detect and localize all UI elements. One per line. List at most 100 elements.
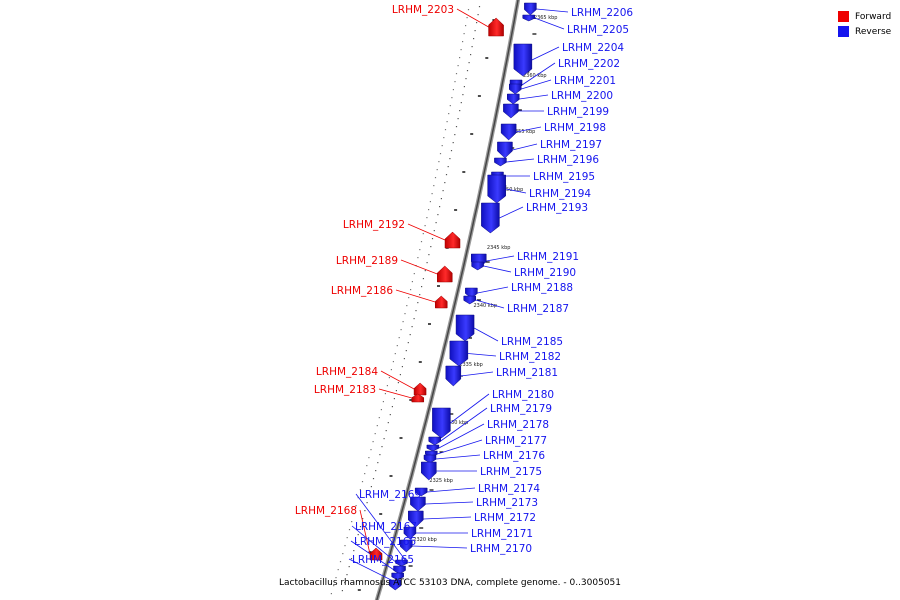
gene-label[interactable]: LRHM_2165 xyxy=(352,554,414,566)
gene-label[interactable]: LRHM_2171 xyxy=(471,528,533,540)
guide-dot xyxy=(337,569,339,571)
gene-lrhm-2192-arrow[interactable] xyxy=(444,231,461,249)
guide-dot xyxy=(404,313,406,315)
gene-leader-line xyxy=(483,265,512,273)
gene-label[interactable]: LRHM_2175 xyxy=(480,466,542,478)
gene-lrhm-2184-arrow[interactable] xyxy=(413,382,427,396)
gene-leader-line xyxy=(395,289,436,303)
gene-label[interactable]: LRHM_2187 xyxy=(507,303,569,315)
gene-lrhm-2185-arrow[interactable] xyxy=(455,314,475,342)
gene-lrhm-2181-arrow[interactable] xyxy=(445,365,462,387)
gene-label[interactable]: LRHM_2198 xyxy=(544,122,606,134)
gene-label[interactable]: LRHM_2168 xyxy=(295,505,357,517)
gene-lrhm-2171-arrow[interactable] xyxy=(403,526,417,540)
gene-label[interactable]: LRHM_2183 xyxy=(314,384,376,396)
gene-lrhm-2187-arrow[interactable] xyxy=(463,295,476,305)
gene-label[interactable]: LRHM_2173 xyxy=(476,497,538,509)
gene-lrhm-2186-arrow[interactable] xyxy=(434,295,448,309)
gene-lrhm-2178-arrow[interactable] xyxy=(426,444,440,452)
gene-leader-line xyxy=(531,46,560,61)
gene-label[interactable]: LRHM_2166 xyxy=(354,536,416,548)
gene-lrhm-2168-arrow[interactable] xyxy=(369,547,383,561)
gene-label[interactable]: LRHM_2169 xyxy=(359,489,421,501)
gene-lrhm-2198-arrow[interactable] xyxy=(500,123,517,141)
gene-label[interactable]: LRHM_2177 xyxy=(485,435,547,447)
gene-label[interactable]: LRHM_2206 xyxy=(571,7,633,19)
gene-lrhm-2204-arrow[interactable] xyxy=(513,43,533,77)
gene-label[interactable]: LRHM_2174 xyxy=(478,483,540,495)
gene-label[interactable]: LRHM_2202 xyxy=(558,58,620,70)
reverse-swatch xyxy=(838,26,849,37)
guide-dot xyxy=(452,89,454,91)
gene-lrhm-2183-arrow[interactable] xyxy=(411,393,425,403)
guide-dot xyxy=(454,134,456,136)
gene-lrhm-2174-arrow[interactable] xyxy=(414,487,428,497)
gene-label[interactable]: LRHM_2194 xyxy=(529,188,591,200)
gene-label[interactable]: LRHM_2203 xyxy=(392,4,454,16)
gene-label[interactable]: LRHM_2188 xyxy=(511,282,573,294)
gene-label[interactable]: LRHM_2190 xyxy=(514,267,576,279)
gene-lrhm-2200-arrow[interactable] xyxy=(507,93,520,105)
gene-lrhm-2199-arrow[interactable] xyxy=(503,103,519,119)
gene-lrhm-2165-arrow[interactable] xyxy=(388,579,402,591)
gene-label[interactable]: LRHM_2179 xyxy=(490,403,552,415)
gene-label[interactable]: LRHM_2167 xyxy=(355,521,417,533)
gene-label[interactable]: LRHM_2170 xyxy=(470,543,532,555)
gene-label[interactable]: LRHM_2176 xyxy=(483,450,545,462)
gene-label[interactable]: LRHM_2178 xyxy=(487,419,549,431)
guide-dot xyxy=(392,361,394,363)
gene-label[interactable]: LRHM_2192 xyxy=(343,219,405,231)
gene-lrhm-2172-arrow[interactable] xyxy=(408,510,424,528)
gene-lrhm-2167-arrow[interactable] xyxy=(393,565,406,575)
gene-label[interactable]: LRHM_2200 xyxy=(551,90,613,102)
gene-label[interactable]: LRHM_2196 xyxy=(537,154,599,166)
gene-label[interactable]: LRHM_2195 xyxy=(533,171,595,183)
gene-lrhm-2175-arrow[interactable] xyxy=(421,461,437,481)
guide-dot xyxy=(451,97,453,99)
gene-lrhm-2205-arrow[interactable] xyxy=(522,14,535,22)
guide-dot xyxy=(478,6,481,8)
gene-label[interactable]: LRHM_2191 xyxy=(517,251,579,263)
gene-label[interactable]: LRHM_2189 xyxy=(336,255,398,267)
gene-label[interactable]: LRHM_2181 xyxy=(496,367,558,379)
gene-lrhm-2189-arrow[interactable] xyxy=(437,265,453,283)
gene-label[interactable]: LRHM_2201 xyxy=(554,75,616,87)
gene-lrhm-2201-arrow[interactable] xyxy=(509,83,522,95)
gene-label[interactable]: LRHM_2205 xyxy=(567,24,629,36)
gene-label[interactable]: LRHM_2182 xyxy=(499,351,561,363)
gene-lrhm-2206-arrow[interactable] xyxy=(524,2,537,16)
gene-lrhm-2176-arrow[interactable] xyxy=(423,454,437,464)
guide-dot xyxy=(470,54,472,56)
gene-lrhm-2179-arrow[interactable] xyxy=(428,436,441,446)
guide-dot xyxy=(400,329,402,331)
gene-label[interactable]: LRHM_2199 xyxy=(547,106,609,118)
gene-lrhm-2193-arrow[interactable] xyxy=(481,202,500,234)
guide-dot xyxy=(342,553,344,555)
gene-label[interactable]: LRHM_2204 xyxy=(562,42,624,54)
gene-label[interactable]: LRHM_2184 xyxy=(316,366,378,378)
guide-dot xyxy=(389,414,391,416)
gene-label[interactable]: LRHM_2186 xyxy=(331,285,393,297)
gene-lrhm-2169-arrow[interactable] xyxy=(395,559,408,567)
gene-label[interactable]: LRHM_2193 xyxy=(526,202,588,214)
guide-dot xyxy=(431,193,433,195)
gene-lrhm-2196-arrow[interactable] xyxy=(494,157,507,167)
gene-lrhm-2203-arrow[interactable] xyxy=(488,17,504,37)
gene-lrhm-2173-arrow[interactable] xyxy=(410,496,426,512)
gene-leader-line xyxy=(407,223,446,241)
gene-lrhm-2180-arrow[interactable] xyxy=(432,407,451,439)
gene-lrhm-2182-arrow[interactable] xyxy=(449,340,469,367)
gene-label[interactable]: LRHM_2185 xyxy=(501,336,563,348)
gene-lrhm-2197-arrow[interactable] xyxy=(497,141,513,159)
guide-dot xyxy=(428,209,430,211)
gene-label[interactable]: LRHM_2172 xyxy=(474,512,536,524)
gene-label[interactable]: LRHM_2180 xyxy=(492,389,554,401)
guide-dot xyxy=(431,238,434,240)
guide-dot xyxy=(330,593,332,595)
gene-lrhm-2194-arrow[interactable] xyxy=(487,174,506,204)
gene-lrhm-2170-arrow[interactable] xyxy=(400,539,413,553)
gene-lrhm-2166-arrow[interactable] xyxy=(391,572,404,581)
gene-lrhm-2190-arrow[interactable] xyxy=(471,261,484,271)
gene-label[interactable]: LRHM_2197 xyxy=(540,139,602,151)
